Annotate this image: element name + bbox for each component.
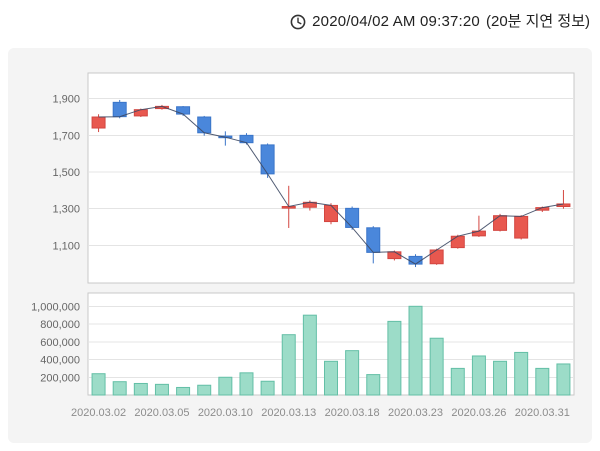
candle-body: [112, 101, 127, 118]
candle-body: [91, 116, 106, 129]
candle-body: [176, 106, 191, 115]
x-axis-label: 2020.03.23: [388, 407, 443, 419]
candle-body: [387, 251, 402, 260]
price-axis-label: 1,300: [52, 204, 80, 216]
clock-icon: [290, 14, 306, 30]
volume-bar: [429, 337, 444, 396]
volume-bar: [133, 382, 148, 396]
volume-bar: [324, 360, 338, 396]
volume-bar: [366, 374, 381, 396]
candle-body: [429, 249, 444, 265]
volume-bar: [176, 386, 191, 396]
candle-body: [260, 144, 275, 175]
volume-bar: [535, 367, 550, 396]
x-axis-label: 2020.03.05: [134, 407, 189, 419]
candle-body: [450, 235, 465, 249]
x-axis-label: 2020.03.18: [325, 407, 380, 419]
volume-bar: [154, 383, 169, 396]
price-axis-label: 1,100: [52, 240, 80, 252]
price-axis-label: 1,700: [52, 130, 80, 142]
price-axis-label: 1,500: [52, 167, 80, 179]
candle-body: [345, 207, 360, 228]
timestamp-text: 2020/04/02 AM 09:37:20: [312, 13, 480, 30]
volume-bar: [514, 351, 529, 396]
candle-body: [366, 227, 381, 253]
price-axis-label: 1,900: [52, 94, 80, 106]
candle-body: [514, 215, 529, 239]
volume-bar: [493, 360, 508, 396]
volume-axis-label: 800,000: [40, 319, 80, 331]
x-axis-label: 2020.03.31: [515, 407, 570, 419]
volume-bar: [408, 305, 423, 396]
x-axis-label: 2020.03.10: [198, 407, 253, 419]
volume-bar: [471, 355, 486, 396]
x-axis-label: 2020.03.02: [71, 407, 126, 419]
candle-body: [133, 109, 148, 117]
x-axis-label: 2020.03.26: [451, 407, 506, 419]
volume-bar: [260, 380, 275, 396]
volume-bar: [239, 372, 254, 396]
candle-body: [408, 255, 423, 265]
candle-body: [324, 204, 338, 223]
candle-body: [197, 116, 212, 134]
close-line: [98, 105, 564, 265]
price-plot-area: [87, 72, 575, 284]
volume-bar: [91, 373, 106, 396]
volume-bar: [302, 314, 317, 396]
delay-note: (20분 지연 정보): [485, 13, 590, 30]
volume-axis-label: 1,000,000: [31, 301, 80, 313]
volume-axis-label: 200,000: [40, 372, 80, 384]
timestamp-bar: 2020/04/02 AM 09:37:20 (20분 지연 정보): [290, 12, 590, 32]
volume-bar: [112, 381, 127, 396]
chart-panel: 1,900 1,700 1,500 1,300 1,100 1,000,000 800,00…: [8, 48, 592, 443]
stock-chart: 1,900 1,700 1,500 1,300 1,100 1,000,000 800,00…: [31, 72, 575, 419]
volume-bar: [218, 376, 233, 396]
volume-bar: [556, 363, 571, 396]
volume-axis-label: 400,000: [40, 355, 80, 367]
volume-bar: [281, 334, 296, 396]
volume-axis-label: 600,000: [40, 337, 80, 349]
candle-body: [493, 215, 508, 231]
x-axis-label: 2020.03.13: [261, 407, 316, 419]
volume-bar: [387, 320, 402, 396]
volume-bar: [197, 384, 212, 396]
volume-bar: [450, 367, 465, 396]
volume-bar: [345, 350, 360, 396]
